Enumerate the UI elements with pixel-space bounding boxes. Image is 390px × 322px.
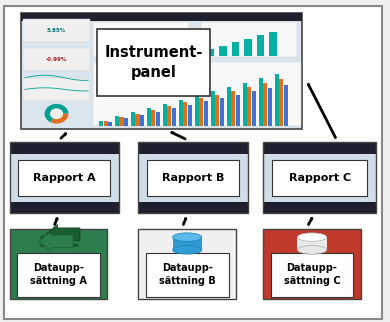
- FancyBboxPatch shape: [10, 229, 107, 299]
- Bar: [227, 87, 231, 126]
- Bar: [119, 117, 124, 126]
- Bar: [243, 83, 247, 126]
- FancyBboxPatch shape: [93, 22, 189, 57]
- FancyBboxPatch shape: [97, 29, 209, 96]
- Text: -0.99%: -0.99%: [46, 57, 67, 62]
- FancyBboxPatch shape: [10, 155, 119, 202]
- Bar: [167, 106, 172, 126]
- Bar: [161, 32, 168, 56]
- FancyBboxPatch shape: [272, 160, 367, 196]
- Circle shape: [50, 108, 63, 119]
- FancyBboxPatch shape: [23, 48, 90, 71]
- Bar: [108, 122, 112, 126]
- Ellipse shape: [172, 233, 202, 242]
- FancyBboxPatch shape: [201, 22, 297, 57]
- Bar: [183, 102, 188, 126]
- Wedge shape: [44, 104, 69, 122]
- Bar: [147, 108, 151, 126]
- Wedge shape: [51, 114, 69, 124]
- Bar: [247, 87, 252, 126]
- Bar: [244, 39, 252, 56]
- Text: 5.85%: 5.85%: [47, 28, 66, 33]
- FancyBboxPatch shape: [10, 202, 119, 213]
- Bar: [199, 99, 204, 126]
- Bar: [269, 32, 277, 56]
- FancyBboxPatch shape: [263, 155, 376, 202]
- Bar: [151, 110, 156, 126]
- Bar: [99, 121, 103, 126]
- FancyBboxPatch shape: [138, 142, 248, 155]
- Bar: [215, 95, 220, 126]
- Bar: [124, 43, 131, 56]
- Bar: [140, 115, 144, 126]
- Bar: [220, 98, 224, 126]
- FancyBboxPatch shape: [21, 13, 302, 129]
- Bar: [172, 108, 176, 126]
- FancyBboxPatch shape: [10, 142, 119, 155]
- Text: Dataupp-
sättning B: Dataupp- sättning B: [159, 263, 216, 286]
- Bar: [111, 46, 119, 56]
- FancyArrow shape: [46, 224, 80, 244]
- Text: Rapport C: Rapport C: [289, 173, 351, 183]
- FancyArrow shape: [39, 232, 73, 251]
- Text: Instrument-
panel: Instrument- panel: [104, 45, 203, 80]
- FancyBboxPatch shape: [93, 62, 301, 127]
- Bar: [275, 74, 279, 126]
- Text: Dataupp-
sättning C: Dataupp- sättning C: [284, 263, 340, 286]
- FancyBboxPatch shape: [23, 19, 90, 42]
- FancyBboxPatch shape: [263, 202, 376, 213]
- Bar: [131, 112, 135, 126]
- Bar: [207, 49, 215, 56]
- FancyBboxPatch shape: [147, 160, 239, 196]
- Bar: [115, 117, 119, 126]
- FancyBboxPatch shape: [18, 160, 110, 196]
- Bar: [252, 91, 256, 126]
- Bar: [188, 105, 192, 126]
- Ellipse shape: [172, 246, 202, 254]
- Bar: [135, 114, 140, 126]
- Bar: [163, 104, 167, 126]
- Bar: [259, 79, 263, 126]
- FancyBboxPatch shape: [138, 155, 248, 202]
- Bar: [179, 99, 183, 126]
- FancyBboxPatch shape: [138, 229, 236, 299]
- Bar: [99, 49, 106, 56]
- Bar: [236, 95, 240, 126]
- Bar: [156, 111, 160, 126]
- FancyBboxPatch shape: [263, 142, 376, 155]
- FancyBboxPatch shape: [23, 78, 90, 101]
- Bar: [103, 121, 108, 126]
- Bar: [124, 118, 128, 126]
- FancyBboxPatch shape: [17, 253, 100, 297]
- FancyBboxPatch shape: [146, 253, 229, 297]
- FancyBboxPatch shape: [138, 202, 248, 213]
- Text: Dataupp-
sättning A: Dataupp- sättning A: [30, 263, 87, 286]
- Ellipse shape: [297, 246, 327, 254]
- Bar: [232, 43, 239, 56]
- Bar: [284, 85, 288, 126]
- FancyBboxPatch shape: [21, 13, 302, 21]
- Bar: [268, 88, 272, 126]
- Bar: [263, 83, 268, 126]
- Bar: [149, 35, 156, 56]
- Text: Rapport A: Rapport A: [33, 173, 96, 183]
- FancyBboxPatch shape: [4, 6, 382, 319]
- FancyBboxPatch shape: [263, 229, 361, 299]
- Bar: [279, 80, 284, 126]
- Bar: [211, 91, 215, 126]
- Bar: [219, 46, 227, 56]
- Bar: [257, 35, 264, 56]
- Bar: [136, 39, 144, 56]
- FancyBboxPatch shape: [271, 253, 353, 297]
- Text: Rapport B: Rapport B: [162, 173, 224, 183]
- Ellipse shape: [297, 233, 327, 242]
- FancyBboxPatch shape: [297, 237, 327, 250]
- Bar: [195, 95, 199, 126]
- Bar: [204, 101, 208, 126]
- FancyBboxPatch shape: [172, 237, 202, 250]
- Bar: [231, 91, 236, 126]
